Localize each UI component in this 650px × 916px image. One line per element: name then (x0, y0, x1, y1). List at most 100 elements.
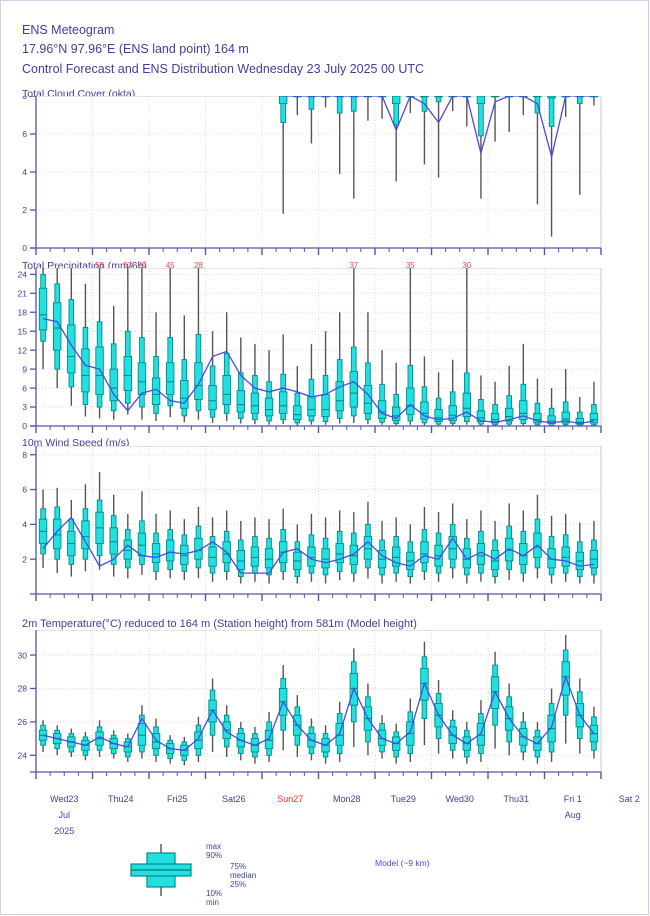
precip-overflow-value: 53 (123, 261, 133, 270)
boxplot-wind (38, 489, 48, 568)
location-subtitle: 17.96°N 97.96°E (ENS land point) 164 m (22, 42, 249, 56)
boxplot-precip (165, 268, 175, 418)
boxplot-wind (109, 494, 118, 577)
plot-precip: 0 3 6 9 12 15 18 21 24 (17, 268, 602, 433)
legend-p90-label: 90% (206, 851, 223, 860)
boxplot-wind (406, 524, 415, 584)
meteogram-title: ENS Meteogram (22, 23, 115, 37)
chart-wind-speed: 2 4 6 8 (0, 446, 650, 608)
boxplot-wind (335, 510, 344, 581)
boxplot-cloud (547, 96, 556, 237)
boxplot-cloud (278, 96, 288, 214)
boxplot-wind (420, 506, 429, 581)
y-tick-label: 6 (22, 485, 27, 495)
precip-overflow-value: 45 (165, 261, 175, 270)
x-axis-day-label: Sat26 (221, 794, 246, 804)
boxplot-wind (448, 503, 457, 579)
control-forecast-line (283, 96, 594, 157)
y-tick-label: 9 (22, 364, 27, 374)
y-tick-label: 24 (17, 750, 27, 760)
forecast-subtitle: Control Forecast and ENS Distribution We… (22, 62, 425, 76)
legend: max 90% 75% median 25% 10% min (118, 840, 538, 912)
boxplot-precip (278, 334, 288, 425)
boxplot-precip (123, 268, 133, 415)
boxplot-wind (349, 512, 359, 582)
x-axis-day-label: Fri25 (166, 794, 188, 804)
y-tick-label: 24 (17, 270, 27, 280)
x-axis-day-label: Wed30 (445, 794, 474, 804)
boxplot-cloud (434, 96, 443, 178)
boxplot-wind (81, 484, 90, 572)
y-tick-label: 15 (17, 326, 27, 336)
boxplot-precip (109, 305, 118, 420)
boxplot-precip (222, 312, 231, 421)
boxplot-precip (38, 268, 48, 370)
boxplot-wind (123, 513, 133, 579)
plot-temp: 24 26 28 30 (17, 630, 602, 779)
x-axis-labels: Wed23 Thu24 Fri25 Sat26 Sun27 Mon28 Tue29 Wed30… (0, 786, 650, 846)
boxplot-precip (208, 331, 217, 423)
legend-max-label: max (206, 842, 222, 851)
x-axis-day-label: Sat 2 (618, 794, 640, 804)
boxplot-wind (504, 503, 514, 581)
y-tick-label: 21 (17, 288, 27, 298)
boxplot-wind (95, 472, 104, 570)
y-tick-label: 26 (17, 717, 27, 727)
boxplot-wind (67, 499, 76, 577)
precip-overflow-value: 35 (405, 261, 415, 270)
boxplot-precip (194, 268, 203, 420)
legend-p25-label: 25% (230, 880, 247, 889)
x-axis-day-label: Wed23 (50, 794, 79, 804)
precip-overflow-value: 28 (193, 261, 203, 270)
boxplot-precip (151, 312, 161, 421)
plot-cloud: 0 2 4 6 8 (22, 96, 602, 255)
y-tick-label: 2 (22, 205, 27, 215)
boxplot-precip (547, 388, 556, 426)
boxplot-wind (519, 510, 528, 582)
precip-overflow-value: 29 (137, 261, 147, 270)
panel-title-temp: 2m Temperature(°C) reduced to 164 m (Sta… (22, 618, 417, 630)
y-tick-label: 4 (22, 520, 27, 530)
boxplot-precip (264, 350, 274, 425)
x-axis-day-label: Sun27 (277, 794, 304, 804)
chart-temperature: 24 26 28 30 (0, 630, 650, 786)
x-axis-day-label: Fri 1 (563, 794, 582, 804)
y-tick-label: 4 (22, 167, 27, 177)
boxplot-precip (519, 343, 528, 426)
model-resolution-label: Model (~9 km) (375, 858, 430, 868)
boxplot-precip (504, 365, 514, 426)
chart-cloud-cover: 0 2 4 6 8 (0, 96, 650, 262)
legend-p75-label: 75% (230, 862, 247, 871)
boxplot-precip (250, 343, 260, 425)
x-axis-month-label: Aug (564, 810, 581, 820)
boxplot-precip (420, 356, 429, 426)
boxplot-precip (335, 312, 344, 424)
precip-overflow-value: 37 (349, 261, 359, 270)
boxplot-precip (406, 268, 415, 425)
boxplot-precip (462, 268, 472, 425)
boxplot-precip (307, 343, 316, 425)
boxplot-precip (589, 381, 599, 426)
legend-boxplot-icon (130, 844, 192, 896)
y-tick-label: 3 (22, 402, 27, 412)
precip-overflow-value: 53 (95, 261, 105, 270)
boxplot-cloud (391, 96, 401, 182)
x-axis-year-label: 2025 (54, 826, 75, 836)
boxplot-precip (561, 369, 570, 426)
boxplot-precip (476, 375, 486, 426)
y-tick-label: 8 (22, 96, 27, 101)
boxplot-wind (363, 501, 373, 579)
boxplot-wind (377, 520, 387, 584)
boxplot-temp (137, 705, 147, 759)
boxplot-wind (321, 517, 330, 584)
x-axis-month-label: Jul (58, 810, 71, 820)
y-tick-label: 12 (17, 345, 27, 355)
boxplot-precip (293, 365, 302, 426)
y-tick-label: 2 (22, 554, 27, 564)
legend-min-label: min (206, 898, 219, 907)
boxplot-precip (236, 337, 246, 424)
control-forecast-line (42, 674, 595, 751)
boxplot-precip (137, 268, 147, 420)
precip-overflow-value: 30 (462, 261, 472, 270)
y-tick-label: 0 (22, 243, 27, 253)
